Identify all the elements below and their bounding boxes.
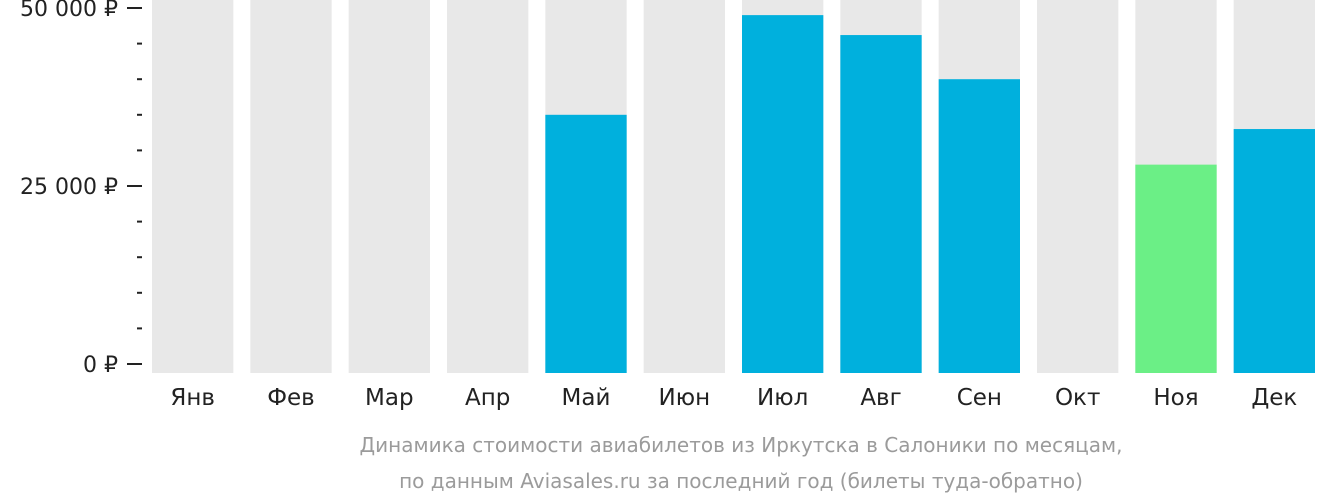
x-tick-label: Дек (1251, 385, 1297, 411)
x-tick-label: Июн (659, 385, 711, 411)
x-tick-label: Фев (267, 385, 315, 411)
background-bar-4 (447, 0, 529, 373)
caption-line-2: по данным Aviasales.ru за последний год … (399, 469, 1083, 493)
caption-line-1: Динамика стоимости авиабилетов из Иркутс… (360, 433, 1123, 457)
x-tick-label: Сен (957, 385, 1002, 411)
background-bar-1 (152, 0, 234, 373)
x-tick-label: Окт (1055, 385, 1100, 411)
x-tick-label: Ноя (1153, 385, 1198, 411)
y-tick-label: 50 000 ₽ (20, 0, 118, 22)
x-axis: Янв Фев Мар Апр Май Июн Июл Авг Сен Окт Ноя Дек (170, 385, 1297, 411)
bar-11[interactable] (1135, 164, 1217, 373)
bar-12[interactable] (1233, 129, 1315, 373)
background-bar-6 (643, 0, 725, 373)
y-tick-label: 25 000 ₽ (20, 175, 118, 200)
x-tick-label: Авг (860, 385, 901, 411)
x-tick-label: Мар (365, 385, 414, 411)
bar-7[interactable] (742, 15, 824, 374)
background-bar-10 (1037, 0, 1119, 373)
background-bar-2 (250, 0, 332, 373)
bar-5[interactable] (545, 114, 627, 374)
background-bar-3 (348, 0, 430, 373)
data-bars (545, 15, 1315, 374)
x-tick-label: Янв (170, 385, 215, 411)
bar-8[interactable] (840, 35, 922, 373)
x-tick-label: Июл (757, 385, 808, 411)
y-axis: 0 ₽ 25 000 ₽ 50 000 ₽ (20, 0, 142, 378)
bar-9[interactable] (938, 79, 1020, 373)
x-tick-label: Май (562, 385, 611, 411)
y-tick-label: 0 ₽ (83, 353, 118, 378)
x-tick-label: Апр (465, 385, 510, 411)
chart-caption: Динамика стоимости авиабилетов из Иркутс… (360, 433, 1123, 493)
